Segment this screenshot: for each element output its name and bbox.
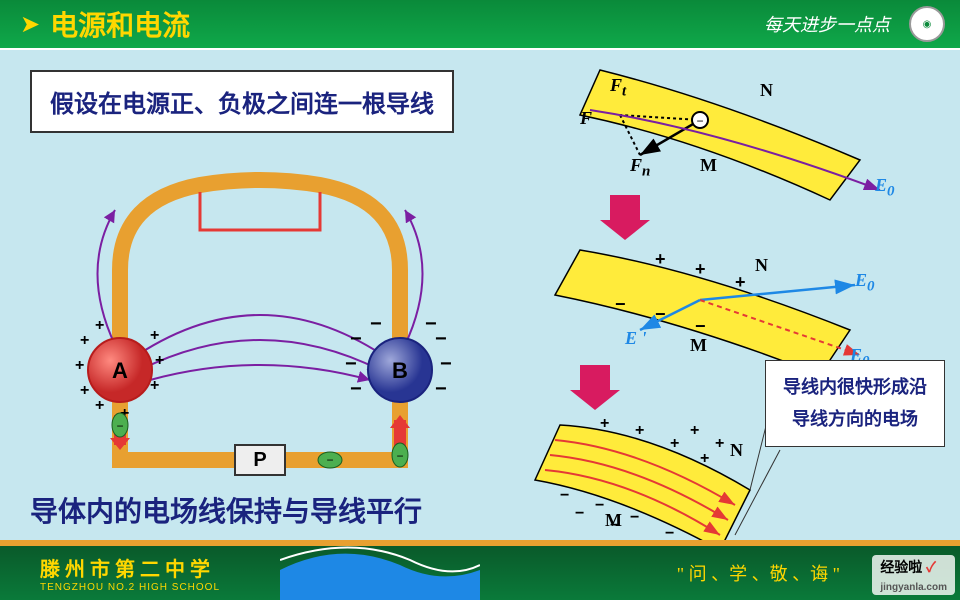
svg-text:−: −	[615, 294, 626, 314]
school-block: 滕 州 市 第 二 中 学 TENGZHOU NO.2 HIGH SCHOOL	[40, 553, 220, 593]
svg-text:+: +	[150, 327, 159, 344]
header-bar: ➤ 电源和电流 每天进步一点点 ◉	[0, 0, 960, 50]
svg-text:+: +	[715, 435, 724, 452]
conclusion-text: 导体内的电场线保持与导线平行	[30, 490, 422, 530]
svg-text:−: −	[345, 353, 357, 375]
svg-text:−: −	[435, 378, 447, 400]
info-line2: 导线方向的电场	[776, 403, 934, 435]
svg-text:+: +	[95, 317, 104, 334]
svg-text:−: −	[440, 353, 452, 375]
info-line1: 导线内很快形成沿	[776, 371, 934, 403]
label-E0-1: E0	[875, 175, 895, 201]
svg-text:+: +	[655, 249, 666, 269]
svg-text:−: −	[630, 509, 639, 526]
svg-text:−: −	[575, 505, 584, 522]
svg-text:A: A	[112, 358, 128, 383]
label-M3: M	[605, 510, 622, 531]
main-content: 假设在电源正、负极之间连一根导线	[0, 50, 960, 540]
school-name-cn: 滕 州 市 第 二 中 学	[40, 553, 220, 582]
svg-text:−: −	[350, 378, 362, 400]
svg-text:+: +	[155, 352, 164, 369]
svg-text:−: −	[425, 313, 437, 335]
svg-text:+: +	[635, 422, 644, 439]
label-M1: M	[700, 155, 717, 176]
label-E0-2a: E0	[855, 270, 875, 296]
svg-text:+: +	[690, 422, 699, 439]
label-N1: N	[760, 80, 773, 101]
label-Fn: Fn	[630, 155, 650, 181]
watermark-text: 经验啦	[880, 559, 922, 575]
slide-title: 电源和电流	[50, 4, 190, 44]
watermark-url: jingyanla.com	[880, 582, 947, 593]
label-Ep: E '	[625, 328, 647, 349]
footer-motto: " 问 、学 、敬 、诲 "	[677, 560, 840, 586]
label-F: F	[580, 108, 592, 129]
school-logo-icon: ◉	[909, 6, 945, 42]
label-M2: M	[690, 335, 707, 356]
label-N3: N	[730, 440, 743, 461]
svg-text:−: −	[350, 328, 362, 350]
svg-text:−: −	[435, 328, 447, 350]
hypothesis-box: 假设在电源正、负极之间连一根导线	[30, 70, 454, 133]
svg-text:−: −	[695, 316, 706, 336]
label-Ft: Ft	[610, 75, 626, 101]
svg-text:+: +	[670, 435, 679, 452]
svg-text:−: −	[696, 114, 703, 128]
svg-text:+: +	[600, 415, 609, 432]
svg-text:−: −	[116, 419, 123, 433]
school-name-en: TENGZHOU NO.2 HIGH SCHOOL	[40, 582, 220, 593]
svg-text:+: +	[95, 397, 104, 414]
svg-text:−: −	[370, 313, 382, 335]
watermark: 经验啦 ✓ jingyanla.com	[872, 555, 955, 595]
footer-curve-icon	[280, 540, 480, 600]
svg-text:+: +	[75, 357, 84, 374]
svg-text:+: +	[735, 272, 746, 292]
svg-text:+: +	[80, 382, 89, 399]
svg-text:+: +	[700, 450, 709, 467]
footer: 滕 州 市 第 二 中 学 TENGZHOU NO.2 HIGH SCHOOL …	[0, 540, 960, 600]
check-icon: ✓	[926, 559, 936, 575]
footer-main: 滕 州 市 第 二 中 学 TENGZHOU NO.2 HIGH SCHOOL …	[0, 546, 960, 600]
svg-text:P: P	[253, 449, 266, 471]
svg-text:−: −	[595, 497, 604, 514]
svg-text:+: +	[695, 259, 706, 279]
label-N2: N	[755, 255, 768, 276]
svg-text:−: −	[560, 487, 569, 504]
svg-text:+: +	[150, 377, 159, 394]
svg-text:−: −	[326, 453, 333, 467]
svg-text:B: B	[392, 358, 408, 383]
right-diagrams: − +++ −−− ++++ ++ −−−− −−	[520, 60, 950, 530]
svg-text:−: −	[396, 449, 403, 463]
header-subtitle: 每天进步一点点	[764, 11, 890, 37]
info-callout: 导线内很快形成沿 导线方向的电场	[765, 360, 945, 447]
circuit-diagram: A B +++ +++ +++ −−− −−− −− P −	[20, 170, 500, 490]
svg-text:+: +	[80, 332, 89, 349]
arrow-icon: ➤	[20, 10, 40, 39]
